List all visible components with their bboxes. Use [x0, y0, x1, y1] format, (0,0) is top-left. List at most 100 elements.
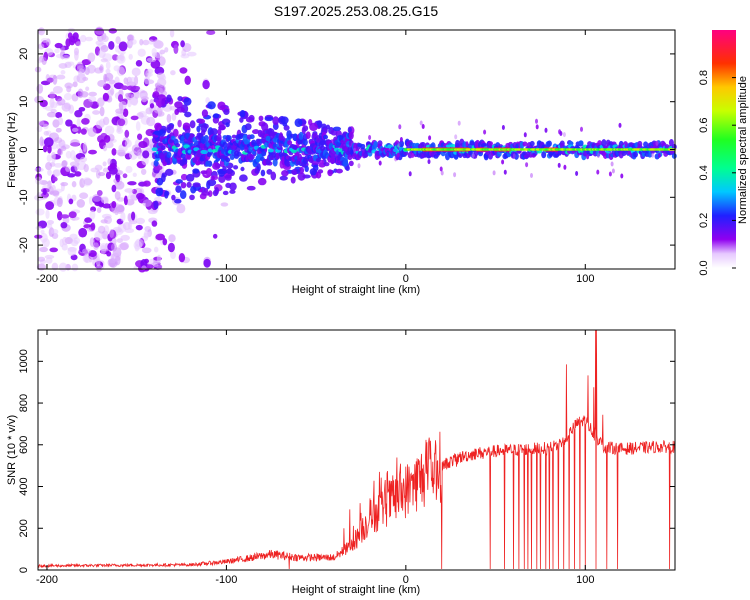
y-tick-label: 0	[18, 146, 30, 152]
spectrogram-cell	[155, 233, 166, 241]
spectrogram-cell	[88, 196, 94, 205]
spectrogram-cell	[124, 228, 135, 234]
y-tick-label: 800	[18, 394, 30, 412]
spectrogram-xlabel: Height of straight line (km)	[292, 284, 420, 296]
spectrogram-cell	[141, 96, 149, 101]
spectrogram-cell	[610, 161, 614, 167]
snr-xlabel: Height of straight line (km)	[292, 584, 420, 596]
spectrogram-cell	[92, 110, 101, 115]
spectrogram-cell	[174, 198, 182, 204]
spectrogram-cell	[197, 118, 206, 124]
spectrogram-cell	[153, 246, 159, 253]
spectrogram-cell	[67, 32, 73, 39]
spectrogram-cell	[529, 140, 535, 147]
spectrogram-cell	[501, 159, 505, 165]
spectrogram-cell	[628, 150, 631, 156]
spectrogram-cell	[403, 150, 409, 156]
spectrogram-cell	[98, 49, 106, 59]
spectrogram-cell	[216, 133, 222, 142]
spectrogram-cell	[172, 128, 179, 138]
spectrogram-cell	[49, 247, 59, 253]
spectrogram-cell	[46, 223, 53, 229]
spectrogram-cell	[202, 79, 210, 90]
spectrogram-cell	[75, 41, 82, 47]
spectrogram-cell	[79, 34, 87, 43]
spectrogram-cell	[87, 64, 96, 74]
spectrogram-cell	[79, 156, 88, 163]
x-tick-label: -100	[215, 273, 237, 285]
spectrogram-cell	[104, 141, 114, 149]
spectrogram-cell	[61, 160, 68, 168]
spectrogram-cell	[170, 70, 176, 76]
spectrogram-cells	[34, 26, 677, 273]
spectrogram-cell	[671, 143, 677, 150]
spectrogram-cell	[357, 163, 361, 169]
spectrogram-cell	[51, 152, 56, 159]
spectrogram-cell	[135, 60, 143, 67]
spectrogram-cell	[525, 162, 529, 168]
spectrogram-cell	[88, 91, 97, 97]
spectrogram-cell	[280, 116, 289, 125]
spectrogram-cell	[102, 92, 110, 102]
spectrogram-cell	[195, 161, 201, 166]
spectrogram-cell	[117, 118, 126, 127]
spectrogram-cell	[107, 158, 112, 166]
spectrogram-cell	[56, 210, 63, 221]
spectrogram-cell	[108, 27, 117, 34]
spectrogram-cell	[559, 131, 563, 136]
y-tick-label: -10	[18, 189, 30, 205]
spectrogram-cell	[146, 57, 157, 63]
spectrogram-cell	[557, 162, 561, 168]
y-tick-label: 20	[18, 48, 30, 60]
spectrogram-cell	[254, 168, 260, 174]
spectrogram-cell	[175, 179, 183, 184]
spectrogram-cell	[229, 182, 237, 191]
spectrogram-cell	[35, 225, 42, 230]
spectrogram-cell	[233, 165, 239, 170]
spectrogram-cell	[142, 199, 152, 207]
spectrogram-cell	[218, 169, 225, 177]
spectrogram-cell	[184, 111, 192, 118]
spectrogram-cell	[596, 153, 600, 158]
spectrogram-cell	[102, 203, 112, 209]
spectrogram-cell	[128, 191, 133, 196]
spectrogram-cell	[74, 171, 82, 177]
spectrogram-cell	[142, 247, 152, 253]
spectrogram-cell	[347, 154, 353, 161]
spectrogram-cell	[457, 120, 461, 126]
spectrogram-cell	[131, 67, 141, 77]
spectrogram-cell	[45, 257, 53, 264]
spectrogram-cell	[39, 246, 49, 253]
spectrogram-cell	[544, 127, 548, 133]
spectrogram-cell	[320, 138, 326, 146]
spectrogram-cell	[192, 168, 200, 174]
spectrogram-cell	[257, 177, 267, 186]
spectrogram-cell	[157, 142, 163, 147]
spectrogram-cell	[335, 141, 341, 147]
spectrogram-cell	[130, 211, 136, 221]
colorbar-tick-label: 0.8	[698, 70, 710, 85]
spectrogram-cell	[82, 142, 87, 153]
spectrogram-cell	[200, 170, 208, 175]
spectrogram-cell	[637, 140, 643, 148]
spectrogram-cell	[171, 194, 176, 201]
spectrogram-cell	[39, 99, 48, 108]
spectrogram-cell	[47, 169, 52, 176]
spectrogram-cell	[205, 97, 210, 104]
spectrogram-cell	[161, 98, 166, 107]
spectrogram-cell	[201, 150, 208, 155]
spectrogram-cell	[97, 225, 106, 234]
spectrogram-cell	[290, 149, 297, 154]
spectrogram-cell	[168, 234, 176, 243]
x-tick-label: -100	[215, 574, 237, 586]
spectrogram-cell	[37, 256, 46, 262]
spectrogram-cell	[580, 126, 583, 132]
spectrogram-cell	[226, 167, 233, 175]
spectrogram-cell	[52, 74, 58, 85]
spectrogram-cell	[95, 40, 104, 46]
spectrogram-cell	[88, 96, 97, 103]
spectrogram-cell	[60, 214, 70, 219]
spectrogram-cell	[229, 189, 236, 194]
spectrogram-cell	[100, 244, 107, 255]
spectrogram-cell	[105, 61, 111, 70]
